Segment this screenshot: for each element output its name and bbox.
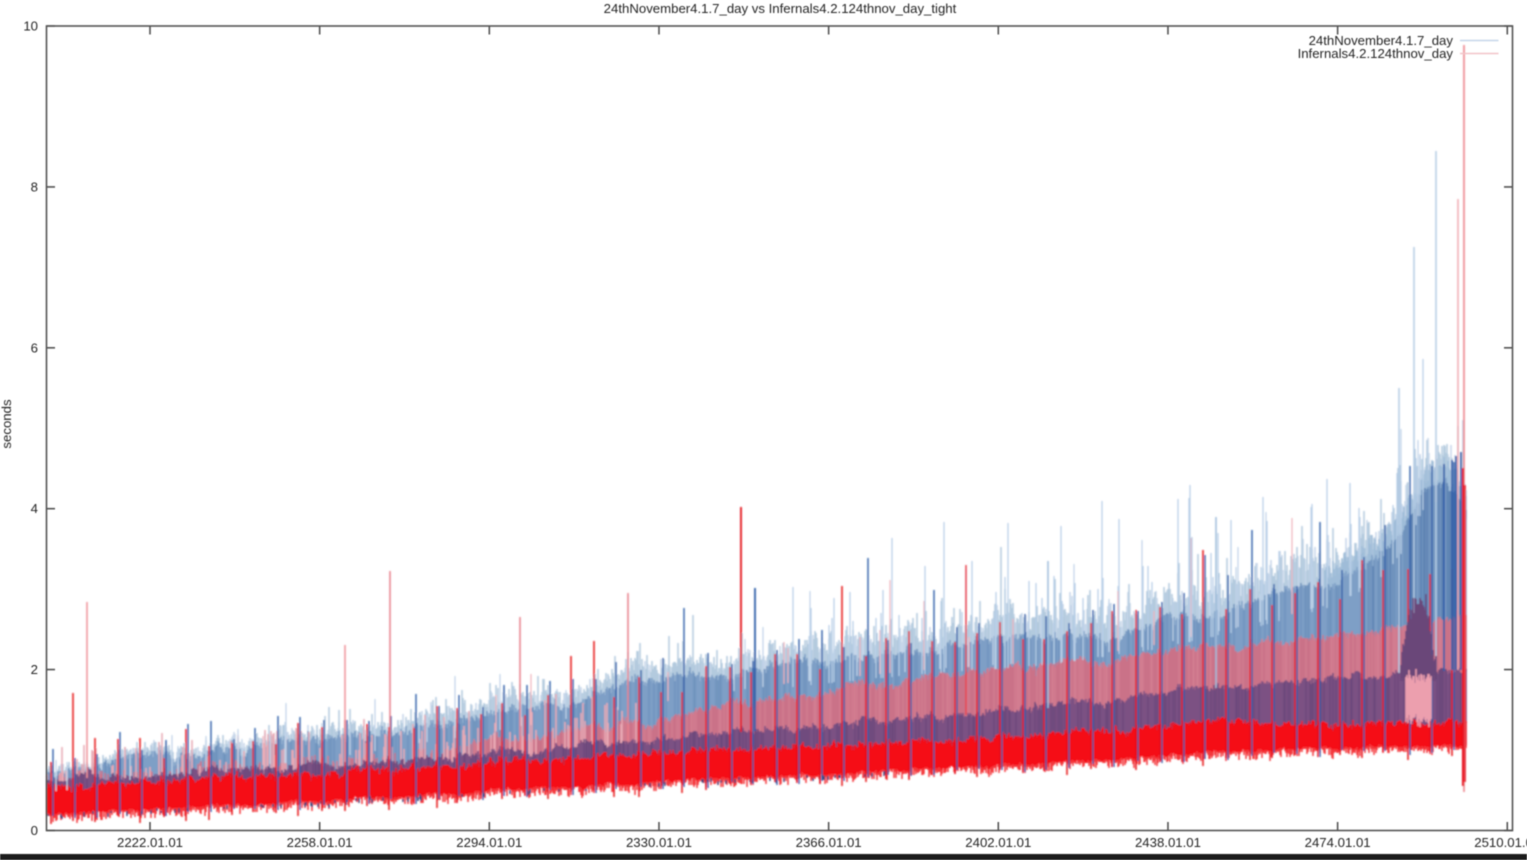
svg-text:2294.01.01: 2294.01.01 — [456, 835, 522, 850]
svg-text:2438.01.01: 2438.01.01 — [1135, 835, 1201, 850]
svg-text:8: 8 — [31, 179, 38, 194]
svg-text:10: 10 — [23, 19, 38, 34]
svg-text:4: 4 — [31, 501, 38, 516]
svg-text:2402.01.01: 2402.01.01 — [965, 835, 1031, 850]
svg-text:2222.01.01: 2222.01.01 — [117, 835, 183, 850]
svg-text:Infernals4.2.124thnov_day: Infernals4.2.124thnov_day — [1298, 46, 1454, 61]
svg-text:24thNovember4.1.7_day: 24thNovember4.1.7_day — [1309, 33, 1454, 48]
svg-text:2510.01.01: 2510.01.01 — [1474, 835, 1527, 850]
svg-text:seconds: seconds — [0, 399, 14, 449]
svg-text:2330.01.01: 2330.01.01 — [626, 835, 692, 850]
svg-text:0: 0 — [31, 823, 38, 838]
svg-text:6: 6 — [31, 340, 38, 355]
svg-text:2474.01.01: 2474.01.01 — [1305, 835, 1371, 850]
svg-text:24thNovember4.1.7_day vs Infer: 24thNovember4.1.7_day vs Infernals4.2.12… — [604, 1, 957, 16]
svg-text:2258.01.01: 2258.01.01 — [287, 835, 353, 850]
svg-text:2366.01.01: 2366.01.01 — [796, 835, 862, 850]
svg-text:2: 2 — [31, 662, 38, 677]
